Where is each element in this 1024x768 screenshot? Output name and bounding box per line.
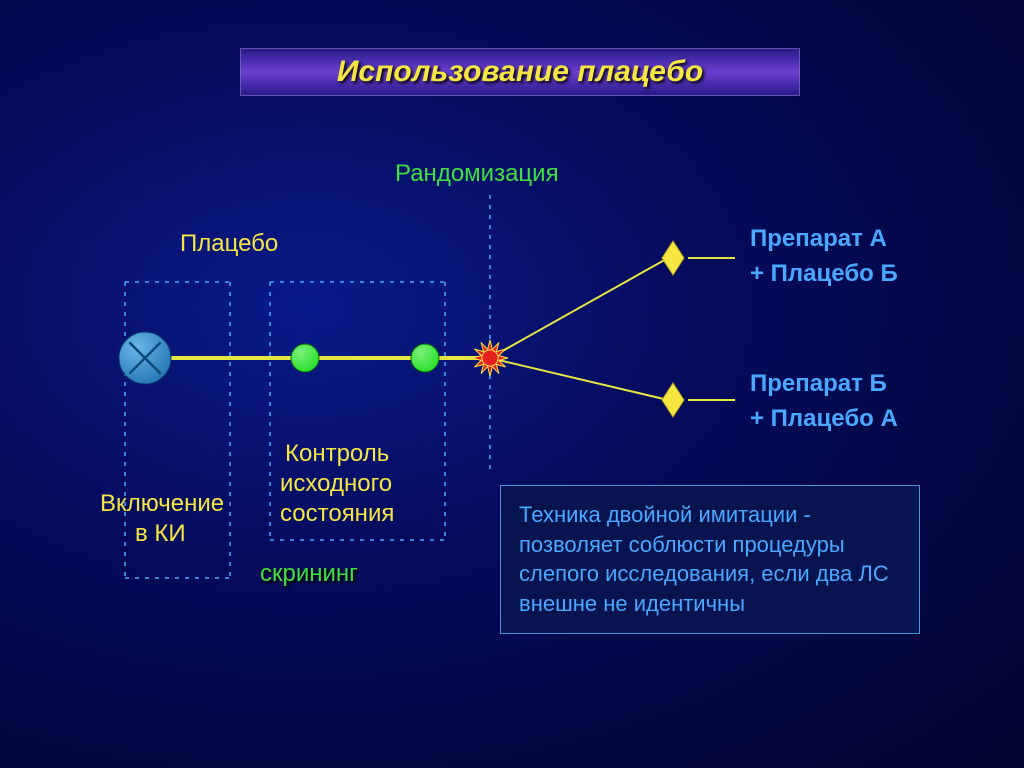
label-randomization: Рандомизация <box>395 160 559 188</box>
label-arm2_l1: Препарат Б <box>750 370 887 398</box>
label-screening: скрининг <box>260 560 358 588</box>
label-control_l1: Контроль <box>285 440 389 468</box>
label-inclusion_l1: Включение <box>100 490 224 518</box>
info-box-text: Техника двойной имитации - позволяет соб… <box>519 502 889 616</box>
label-control_l3: состояния <box>280 500 394 528</box>
info-box: Техника двойной имитации - позволяет соб… <box>500 485 920 634</box>
label-arm1_l1: Препарат А <box>750 225 887 253</box>
label-control_l2: исходного <box>280 470 392 498</box>
label-arm2_l2: + Плацебо А <box>750 405 898 433</box>
label-arm1_l2: + Плацебо Б <box>750 260 898 288</box>
label-placebo: Плацебо <box>180 230 278 258</box>
slide-container: Использование плацебо РандомизацияПлацеб… <box>0 0 1024 768</box>
label-inclusion_l2: в КИ <box>135 520 186 548</box>
